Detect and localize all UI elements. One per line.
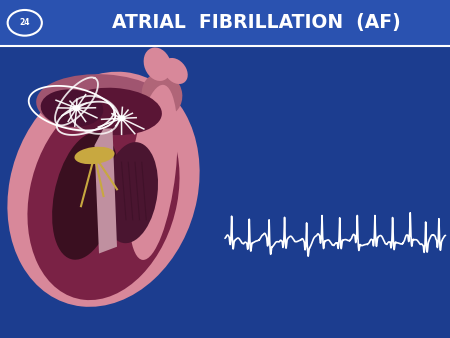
Ellipse shape [52, 132, 119, 260]
Ellipse shape [128, 85, 178, 260]
Ellipse shape [36, 74, 171, 136]
Ellipse shape [163, 58, 188, 84]
Ellipse shape [63, 88, 162, 135]
Ellipse shape [142, 73, 182, 117]
Ellipse shape [103, 142, 158, 243]
Ellipse shape [27, 92, 180, 300]
Polygon shape [94, 128, 117, 254]
Ellipse shape [117, 115, 126, 121]
Text: 24: 24 [19, 18, 30, 27]
Text: ATRIAL  FIBRILLATION  (AF): ATRIAL FIBRILLATION (AF) [112, 13, 401, 32]
Ellipse shape [144, 47, 171, 81]
Ellipse shape [74, 147, 115, 164]
Ellipse shape [7, 72, 200, 307]
Ellipse shape [40, 89, 104, 127]
Ellipse shape [72, 105, 81, 111]
FancyBboxPatch shape [0, 0, 450, 46]
